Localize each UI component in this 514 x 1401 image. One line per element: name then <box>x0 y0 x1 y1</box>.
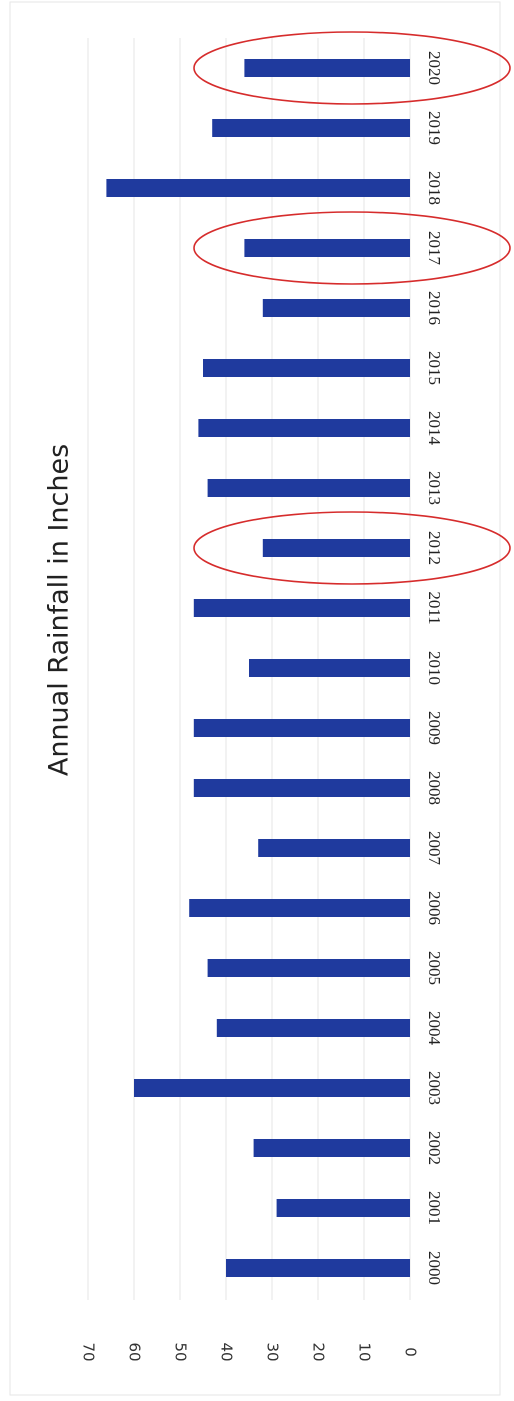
y-tick-label: 2009 <box>425 711 444 745</box>
y-tick-label: 2006 <box>425 891 444 925</box>
bar <box>198 419 410 437</box>
chart-title: Annual Rainfall in Inches <box>44 444 75 776</box>
highlight-ellipse <box>193 511 511 585</box>
bar <box>203 359 410 377</box>
bar <box>249 659 410 677</box>
y-tick-label: 2010 <box>425 651 444 685</box>
bar <box>134 1079 410 1097</box>
y-tick-label: 2011 <box>425 591 444 624</box>
bar <box>193 719 410 737</box>
y-tick-label: 2005 <box>425 951 444 985</box>
y-tick-label: 2013 <box>425 471 444 505</box>
bar <box>276 1199 410 1217</box>
bar <box>253 1139 410 1157</box>
x-tick-label: 0 <box>402 1347 420 1357</box>
y-tick-label: 2014 <box>425 411 444 446</box>
x-tick-label: 10 <box>356 1342 374 1361</box>
bar <box>216 1019 410 1037</box>
y-tick-label: 2019 <box>425 111 444 145</box>
y-tick-label: 2003 <box>425 1071 444 1105</box>
bar <box>258 839 410 857</box>
y-tick-label: 2004 <box>425 1011 444 1046</box>
bar <box>193 779 410 797</box>
highlight-ellipse <box>193 211 511 285</box>
x-tick-label: 60 <box>126 1342 144 1361</box>
y-tick-label: 2015 <box>425 351 444 385</box>
bar <box>106 179 411 197</box>
bar <box>262 539 410 557</box>
bar <box>226 1259 410 1277</box>
y-tick-label: 2002 <box>425 1131 444 1165</box>
y-tick-label: 2017 <box>425 231 444 266</box>
bar <box>244 239 410 257</box>
y-tick-label: 2020 <box>425 51 444 85</box>
y-tick-label: 2007 <box>425 831 444 866</box>
y-tick-label: 2018 <box>425 171 444 205</box>
bar <box>262 299 410 317</box>
y-tick-label: 2008 <box>425 771 444 805</box>
y-tick-label: 2016 <box>425 291 444 325</box>
bar <box>212 119 410 137</box>
y-tick-label: 2001 <box>425 1191 444 1225</box>
x-tick-label: 50 <box>172 1342 190 1361</box>
bar <box>207 479 410 497</box>
y-tick-label: 2000 <box>425 1251 444 1285</box>
bar <box>244 59 410 77</box>
x-tick-label: 30 <box>264 1342 282 1361</box>
highlight-ellipse <box>193 31 511 105</box>
y-tick-label: 2012 <box>425 531 444 565</box>
x-tick-label: 70 <box>80 1342 98 1361</box>
bar <box>189 899 410 917</box>
bar <box>193 599 410 617</box>
x-tick-label: 40 <box>218 1342 236 1361</box>
chart-border <box>9 1 501 1396</box>
x-tick-label: 20 <box>310 1342 328 1361</box>
bar <box>207 959 410 977</box>
